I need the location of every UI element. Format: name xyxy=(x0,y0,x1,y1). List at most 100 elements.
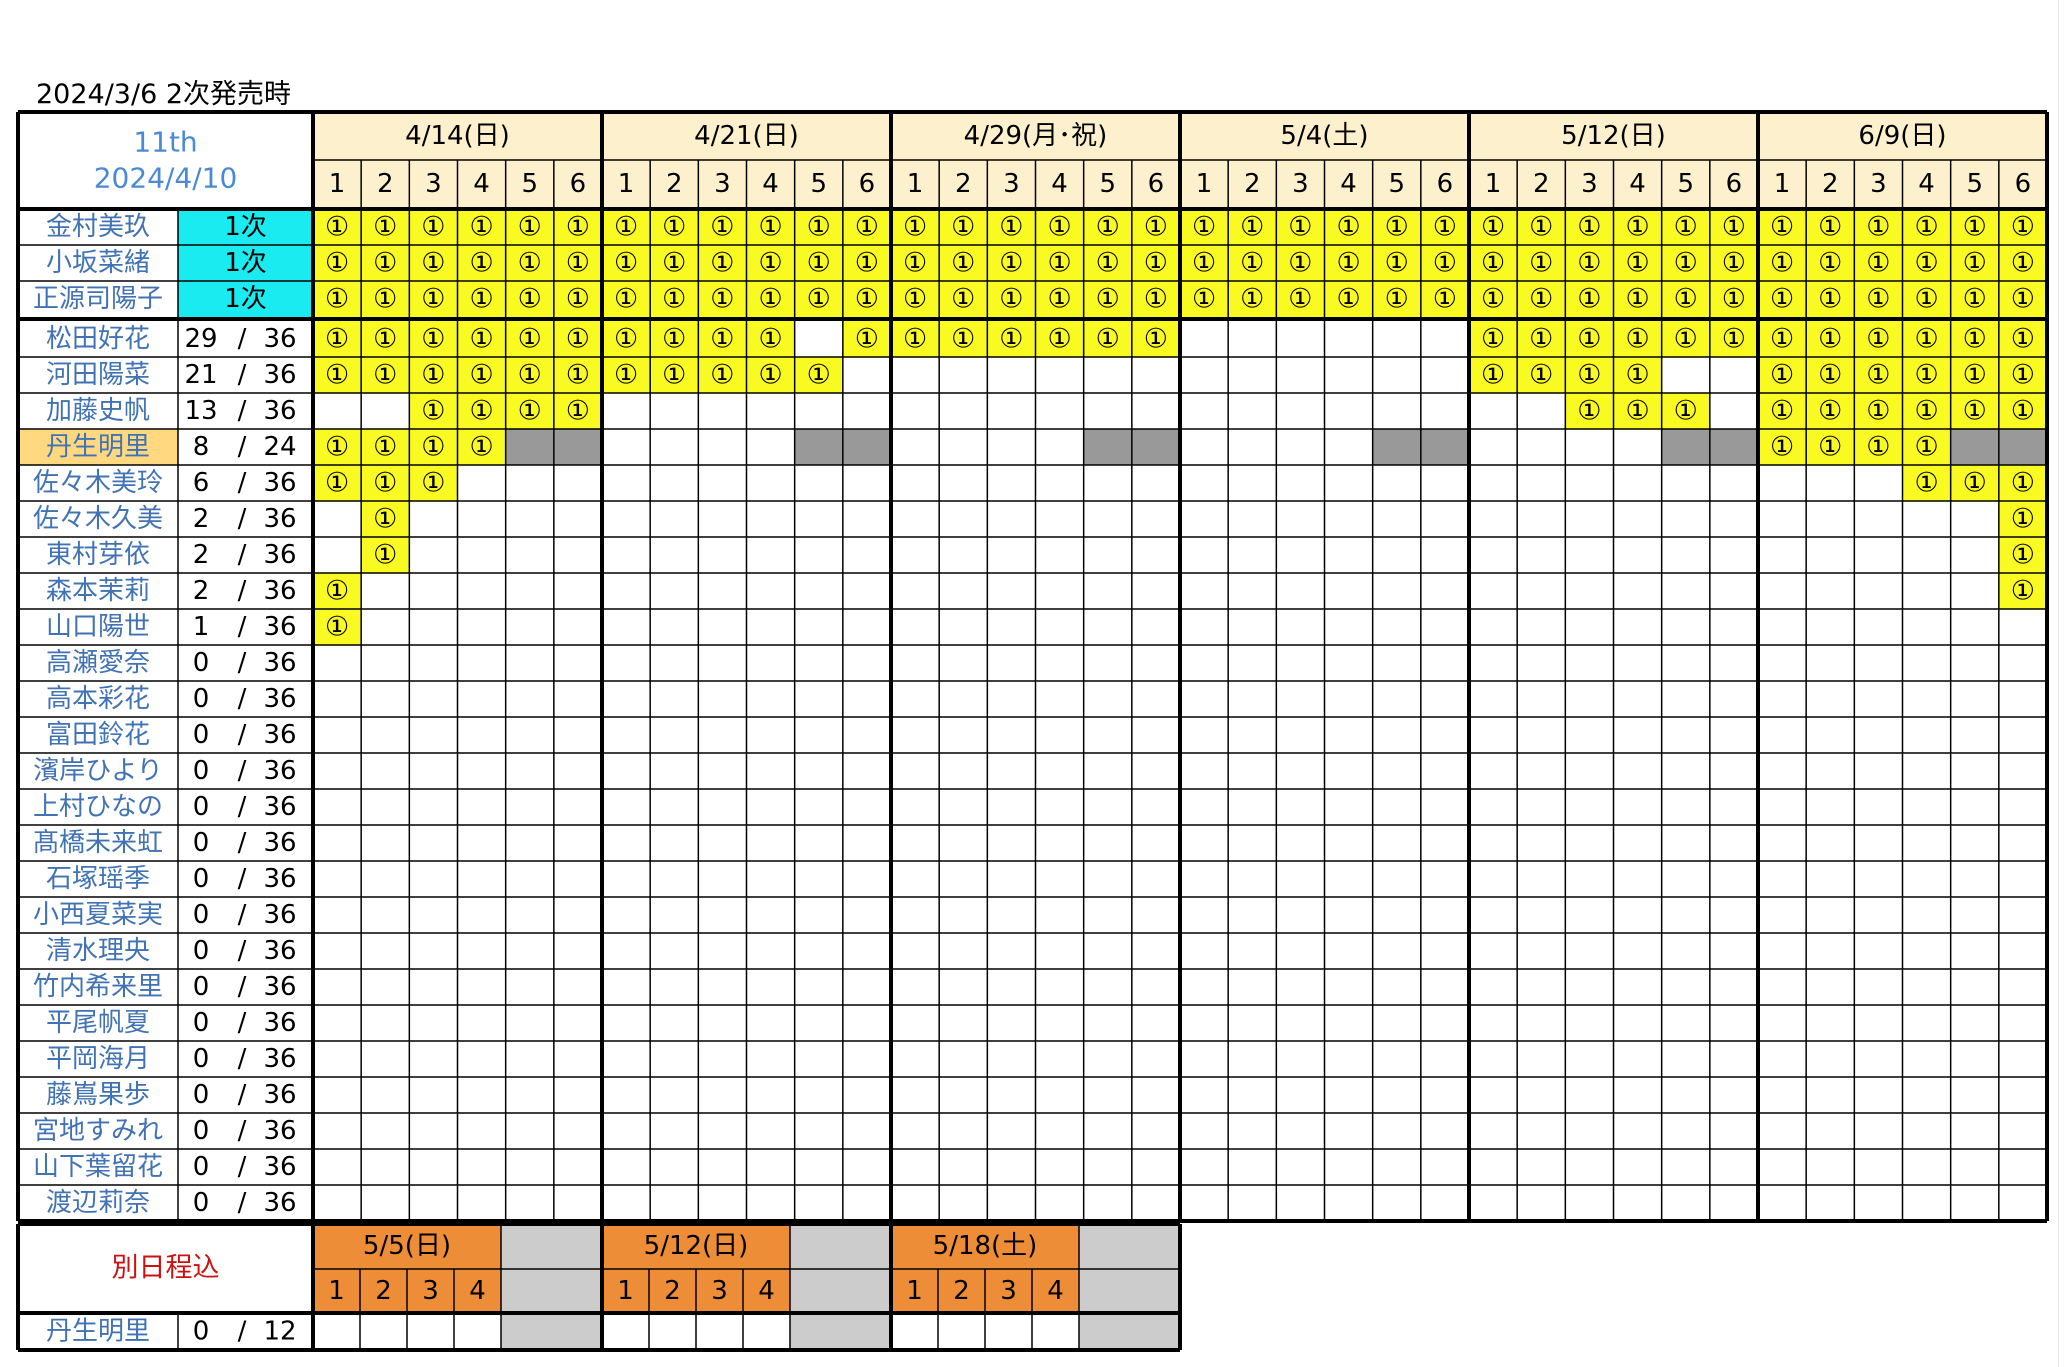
part-number: 1 xyxy=(1774,169,1791,199)
member-total-count: 36 xyxy=(263,972,296,1002)
sold-out-mark: ① xyxy=(373,284,397,315)
sold-out-mark: ① xyxy=(518,396,542,427)
sold-out-mark: ① xyxy=(999,248,1023,279)
performance-date: 4/14(日) xyxy=(405,121,510,151)
table-release-date: 2024/4/10 xyxy=(94,162,238,195)
member-sold-count: 0 xyxy=(193,792,210,822)
sold-out-cell xyxy=(1998,573,2047,609)
member-name: 髙橋未来虹 xyxy=(33,828,163,858)
part-number: 1 xyxy=(1196,169,1213,199)
sold-out-mark: ① xyxy=(1577,248,1601,279)
sold-out-mark: ① xyxy=(807,212,831,243)
sold-out-cell xyxy=(505,357,554,393)
sold-out-mark: ① xyxy=(373,324,397,355)
sold-out-mark: ① xyxy=(614,324,638,355)
sold-out-cell xyxy=(313,321,362,357)
separate-part-number: 4 xyxy=(758,1276,775,1306)
sold-out-cell xyxy=(1661,393,1710,429)
member-total-count: 36 xyxy=(263,900,296,930)
sold-out-cell xyxy=(553,321,602,357)
sold-out-mark: ① xyxy=(1914,212,1938,243)
member-name: 丹生明里 xyxy=(46,432,150,462)
sold-out-mark: ① xyxy=(2011,396,2035,427)
part-number: 4 xyxy=(473,169,490,199)
sold-out-cell xyxy=(1806,429,1855,465)
member-total-count: 36 xyxy=(263,324,296,354)
part-number: 3 xyxy=(1003,169,1020,199)
sold-out-mark: ① xyxy=(1288,248,1312,279)
member-total-count: 36 xyxy=(263,1044,296,1074)
sold-out-mark: ① xyxy=(469,248,493,279)
count-separator: / xyxy=(238,504,247,534)
sold-out-mark: ① xyxy=(1144,212,1168,243)
sold-out-mark: ① xyxy=(903,324,927,355)
count-separator: / xyxy=(238,828,247,858)
member-sold-count: 1 xyxy=(193,612,210,642)
sold-out-mark: ① xyxy=(999,324,1023,355)
sold-out-mark: ① xyxy=(1914,324,1938,355)
member-name: 平岡海月 xyxy=(46,1044,150,1074)
sold-out-mark: ① xyxy=(1674,396,1698,427)
sold-out-cell xyxy=(1902,429,1951,465)
sold-out-cell xyxy=(602,321,651,357)
sold-out-mark: ① xyxy=(855,284,879,315)
sold-out-mark: ① xyxy=(1481,284,1505,315)
sold-out-mark: ① xyxy=(1914,468,1938,499)
sold-out-mark: ① xyxy=(518,284,542,315)
sold-out-cell xyxy=(1613,321,1662,357)
sold-out-mark: ① xyxy=(325,468,349,499)
sold-out-mark: ① xyxy=(566,360,590,391)
sold-out-mark: ① xyxy=(855,248,879,279)
count-separator: / xyxy=(238,1116,247,1146)
sold-out-mark: ① xyxy=(421,324,445,355)
sold-out-cell xyxy=(1998,357,2047,393)
sold-out-mark: ① xyxy=(421,432,445,463)
sold-out-mark: ① xyxy=(1192,248,1216,279)
sold-out-mark: ① xyxy=(951,248,975,279)
sold-out-mark: ① xyxy=(518,212,542,243)
count-separator: / xyxy=(238,612,247,642)
member-sold-count: 0 xyxy=(193,900,210,930)
sold-out-mark: ① xyxy=(1770,432,1794,463)
sold-out-cell xyxy=(1758,429,1807,465)
member-total-count: 36 xyxy=(263,936,296,966)
sold-out-mark: ① xyxy=(1963,212,1987,243)
sold-out-mark: ① xyxy=(1144,324,1168,355)
sold-out-mark: ① xyxy=(1963,324,1987,355)
separate-blank-area xyxy=(1079,1224,1180,1350)
count-separator: / xyxy=(238,756,247,786)
sold-out-mark: ① xyxy=(1914,432,1938,463)
sold-out-mark: ① xyxy=(421,360,445,391)
sold-out-mark: ① xyxy=(1625,284,1649,315)
member-sold-count: 13 xyxy=(184,396,217,426)
sold-out-mark: ① xyxy=(1529,284,1553,315)
part-number: 2 xyxy=(1244,169,1261,199)
sold-out-cell xyxy=(1854,321,1903,357)
sold-out-mark: ① xyxy=(566,396,590,427)
part-number: 3 xyxy=(1870,169,1887,199)
member-total-count: 36 xyxy=(263,540,296,570)
sold-out-mark: ① xyxy=(1529,324,1553,355)
part-number: 3 xyxy=(1292,169,1309,199)
member-total-count: 36 xyxy=(263,756,296,786)
sold-out-mark: ① xyxy=(1625,324,1649,355)
count-separator: / xyxy=(238,360,247,390)
part-number: 6 xyxy=(859,169,876,199)
count-separator: / xyxy=(238,864,247,894)
separate-part-number: 2 xyxy=(664,1276,681,1306)
member-total-count: 36 xyxy=(263,504,296,534)
member-name: 小西夏菜実 xyxy=(33,900,163,930)
sold-out-cell xyxy=(746,321,795,357)
sold-out-mark: ① xyxy=(421,248,445,279)
sold-out-mark: ① xyxy=(1047,284,1071,315)
sold-out-mark: ① xyxy=(1963,248,1987,279)
sold-out-mark: ① xyxy=(1914,396,1938,427)
sold-out-mark: ① xyxy=(1577,324,1601,355)
member-name: 石塚瑶季 xyxy=(46,864,150,894)
sold-out-cell xyxy=(891,321,940,357)
sold-out-mark: ① xyxy=(662,360,686,391)
sold-out-mark: ① xyxy=(1529,212,1553,243)
sold-out-mark: ① xyxy=(1192,212,1216,243)
sold-out-mark: ① xyxy=(1481,360,1505,391)
